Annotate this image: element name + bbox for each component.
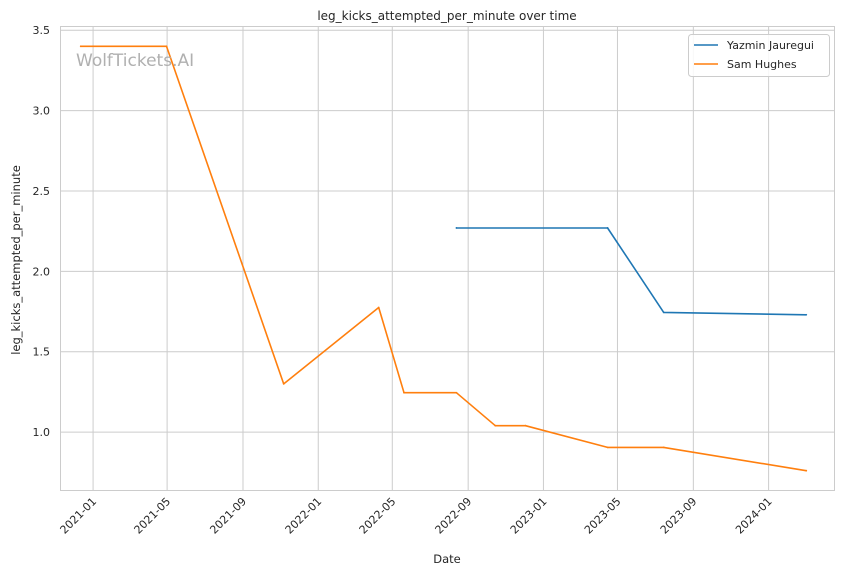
data-point-yazmin-jauregui <box>805 313 808 316</box>
legend: Yazmin Jauregui Sam Hughes <box>688 34 830 77</box>
y-tick-label: 2.5 <box>33 185 51 198</box>
data-point-sam-hughes <box>662 446 665 449</box>
data-point-sam-hughes <box>377 306 380 309</box>
data-point-sam-hughes <box>805 469 808 472</box>
data-point-sam-hughes <box>494 424 497 427</box>
data-point-yazmin-jauregui <box>662 311 665 314</box>
y-tick-label: 2.0 <box>33 265 51 278</box>
plot-frame <box>60 26 835 491</box>
legend-label-yazmin-jauregui: Yazmin Jauregui <box>726 39 814 52</box>
legend-box <box>688 34 830 77</box>
grid <box>61 27 834 490</box>
series-yazmin-jauregui <box>455 227 808 316</box>
chart-title: leg_kicks_attempted_per_minute over time <box>317 9 576 23</box>
data-point-sam-hughes <box>282 382 285 385</box>
watermark: WolfTickets.AI <box>76 51 194 71</box>
data-point-sam-hughes <box>606 446 609 449</box>
data-point-sam-hughes <box>79 45 82 48</box>
y-tick-label: 3.5 <box>33 24 51 37</box>
data-point-sam-hughes <box>403 391 405 394</box>
data-point-sam-hughes <box>165 45 168 48</box>
series-sam-hughes <box>79 45 808 472</box>
data-point-yazmin-jauregui <box>455 227 458 229</box>
x-axis-label: Date <box>433 552 461 566</box>
y-axis-label: leg_kicks_attempted_per_minute <box>9 165 23 355</box>
series-layer <box>79 45 808 472</box>
y-tick-label: 1.0 <box>33 426 51 439</box>
series-line-yazmin-jauregui <box>456 227 807 316</box>
y-tick-label: 3.0 <box>33 105 51 118</box>
data-point-yazmin-jauregui <box>606 227 609 229</box>
data-point-sam-hughes <box>524 424 527 427</box>
y-tick-label: 1.5 <box>33 346 51 359</box>
legend-label-sam-hughes: Sam Hughes <box>727 58 797 71</box>
data-point-sam-hughes <box>455 391 458 394</box>
